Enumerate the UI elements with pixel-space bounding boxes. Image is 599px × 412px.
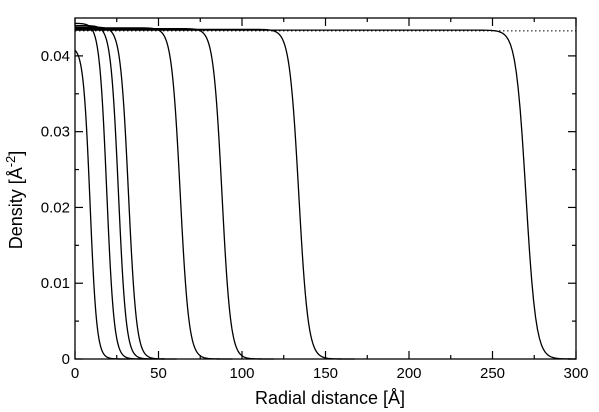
density-profile-3 xyxy=(75,24,165,360)
density-profile-5 xyxy=(75,27,233,360)
y-tick-label: 0 xyxy=(62,351,70,368)
y-axis-title-exponent: -2 xyxy=(3,156,18,168)
x-tick-label: 200 xyxy=(396,365,421,382)
x-tick-label: 100 xyxy=(229,365,254,382)
density-profile-2 xyxy=(74,22,151,360)
axis-ticks xyxy=(74,18,577,360)
x-tick-label: 300 xyxy=(563,365,588,382)
x-tick-label: 150 xyxy=(313,365,338,382)
y-tick-label: 0.04 xyxy=(41,48,70,65)
y-axis-title-close: ] xyxy=(6,151,26,156)
series-group xyxy=(74,22,577,360)
y-axis-title: Density [Å-2] xyxy=(3,151,26,250)
density-profile-7 xyxy=(75,28,355,360)
x-tick-label: 0 xyxy=(71,365,79,382)
x-tick-label: 250 xyxy=(480,365,505,382)
plot-frame xyxy=(74,17,577,360)
x-tick-label: 50 xyxy=(150,365,167,382)
y-tick-label: 0.01 xyxy=(41,275,70,292)
y-tick-label: 0.02 xyxy=(41,199,70,216)
density-profile-8 xyxy=(75,29,577,360)
density-profile-6 xyxy=(75,27,275,360)
x-tick-labels: 0 50 100 150 200 250 300 xyxy=(71,365,589,382)
x-axis-title: Radial distance [Å] xyxy=(255,388,405,408)
y-axis-title-main: Density [Å xyxy=(6,167,26,249)
y-tick-labels: 0 0.01 0.02 0.03 0.04 xyxy=(41,48,70,368)
y-tick-label: 0.03 xyxy=(41,124,70,141)
